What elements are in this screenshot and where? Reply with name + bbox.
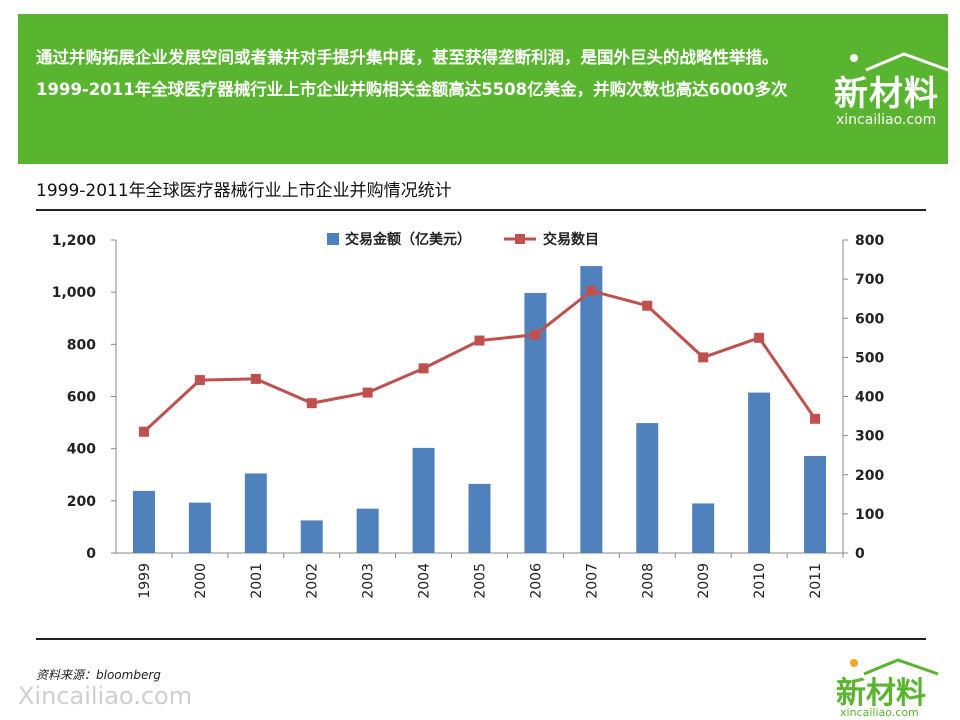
bar [412, 447, 435, 553]
bar [580, 266, 603, 553]
y-tick-label-right: 100 [855, 507, 884, 523]
y-tick-label-right: 700 [855, 272, 884, 288]
y-tick-label-left: 1,000 [52, 285, 97, 301]
logo-domain: xincailiao.com [836, 112, 937, 128]
y-tick-label-right: 800 [855, 233, 884, 249]
bar [244, 473, 267, 553]
x-tick-label: 2006 [528, 563, 544, 599]
line-point [586, 285, 597, 296]
y-tick-label-left: 400 [67, 442, 96, 458]
y-tick-label-right: 400 [855, 390, 884, 406]
line-point [474, 335, 485, 346]
x-tick-label: 2010 [752, 563, 768, 599]
banner-text: 通过并购拓展企业发展空间或者兼并对手提升集中度，甚至获得垄断利润，是国外巨头的战… [36, 48, 788, 99]
legend-label-bar: 交易金额（亿美元） [345, 231, 471, 248]
line-point [698, 352, 709, 363]
line-point [250, 373, 261, 384]
x-tick-label: 2004 [417, 563, 433, 599]
series-line [142, 289, 817, 433]
x-tick-label: 2003 [361, 563, 377, 599]
logo-wordmark: 新材料 [834, 74, 939, 114]
y-tick-label-left: 200 [67, 494, 96, 510]
bar [300, 520, 323, 553]
line-point [138, 426, 149, 437]
bar [188, 502, 211, 553]
x-tick-label: 1999 [137, 563, 153, 599]
line-point [810, 413, 821, 424]
brand-logo-bottom: 新材料 xincailiao.com [832, 656, 950, 719]
chart-title: 1999-2011年全球医疗器械行业上市企业并购情况统计 [36, 181, 452, 201]
x-tick-label: 2000 [193, 563, 209, 599]
x-tick-label: 2002 [305, 563, 321, 599]
line-point [362, 387, 373, 398]
legend-swatch-bar [327, 233, 339, 245]
y-tick-label-right: 200 [855, 468, 884, 484]
line-point [418, 363, 429, 374]
y-tick-label-right: 600 [855, 311, 884, 327]
line-point [754, 332, 765, 343]
line-point [194, 375, 205, 386]
watermark-text: Xincailiao.com [18, 682, 193, 710]
house-roof-icon [850, 52, 949, 72]
legend-label-line: 交易数目 [543, 231, 599, 248]
x-tick-label: 2009 [696, 563, 712, 599]
line-point [642, 300, 653, 311]
y-tick-label-left: 0 [86, 546, 96, 562]
bar [468, 483, 491, 553]
source-note: 资料来源：bloomberg [36, 668, 161, 682]
x-tick-label: 2005 [473, 563, 489, 599]
y-tick-label-left: 1,200 [52, 233, 97, 249]
bar [692, 503, 715, 553]
y-tick-label-left: 800 [67, 337, 96, 353]
header-banner: 通过并购拓展企业发展空间或者兼并对手提升集中度，甚至获得垄断利润，是国外巨头的战… [18, 14, 949, 164]
divider-top [36, 209, 926, 211]
x-tick-label: 2007 [584, 563, 600, 599]
divider-bottom [36, 638, 926, 640]
bar [524, 292, 547, 553]
y-tick-label-right: 500 [855, 350, 884, 366]
line-point [530, 329, 541, 340]
bar [748, 392, 771, 553]
x-tick-label: 2011 [808, 563, 824, 599]
x-tick-label: 2001 [249, 563, 265, 599]
y-tick-label-right: 300 [855, 429, 884, 445]
y-tick-label-right: 0 [855, 546, 865, 562]
bar [804, 455, 827, 553]
x-tick-label: 2008 [640, 563, 656, 599]
brand-logo-top: 新材料 xincailiao.com [830, 50, 960, 140]
legend-marker-line [515, 234, 525, 244]
logo-domain: xincailiao.com [840, 706, 919, 719]
bar [132, 490, 155, 553]
house-roof-icon [850, 658, 939, 676]
line-point [306, 398, 317, 409]
logo-wordmark: 新材料 [836, 676, 926, 711]
bar [356, 508, 379, 553]
y-tick-label-left: 600 [67, 390, 96, 406]
bar [636, 423, 659, 553]
